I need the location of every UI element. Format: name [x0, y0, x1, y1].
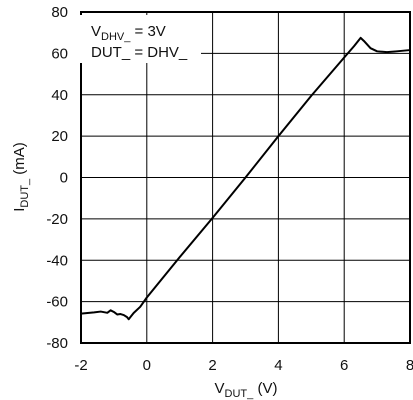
x-tick-label: 0 [143, 357, 151, 374]
y-tick-label: -80 [46, 335, 68, 352]
y-axis-title-main: I [11, 208, 28, 212]
x-axis-title-main: V [215, 380, 225, 397]
annotation-vdhv: VDHV_ = 3V [91, 23, 166, 43]
y-axis-title-unit: (mA) [11, 142, 28, 179]
x-axis-title-sub: DUT_ [225, 388, 255, 400]
annotation-dut: DUT_ = DHV_ [91, 44, 188, 61]
y-axis-title: IDUT_ (mA) [11, 142, 31, 212]
annotation-vdhv-rest: = 3V [130, 23, 165, 40]
annotation-background [80, 15, 201, 63]
x-axis-title: VDUT_ (V) [215, 380, 278, 400]
plot-layer [80, 36, 411, 321]
plot-frame [80, 11, 411, 344]
x-axis-title-unit: (V) [253, 380, 277, 397]
y-tick-label: 20 [51, 128, 68, 145]
y-axis-title-sub: DUT_ [19, 178, 31, 208]
frame-layer [80, 11, 411, 344]
annotation-dut-main: DUT_ = DHV_ [91, 44, 188, 61]
y-tick-label: 80 [51, 4, 68, 21]
annotation-vdhv-main: V [91, 23, 101, 40]
series-line [80, 36, 411, 321]
x-tick-label: 4 [274, 357, 282, 374]
x-tick-label: -2 [74, 357, 87, 374]
y-tick-label: 0 [60, 170, 68, 187]
x-tick-label: 2 [208, 357, 216, 374]
y-tick-label: -60 [46, 294, 68, 311]
x-tick-label: 6 [340, 357, 348, 374]
y-tick-label: -40 [46, 252, 68, 269]
y-tick-label: -20 [46, 211, 68, 228]
annotation-vdhv-sub: DHV_ [101, 31, 131, 43]
x-tick-label: 8 [406, 357, 413, 374]
y-tick-label: 40 [51, 87, 68, 104]
y-tick-label: 60 [51, 45, 68, 62]
